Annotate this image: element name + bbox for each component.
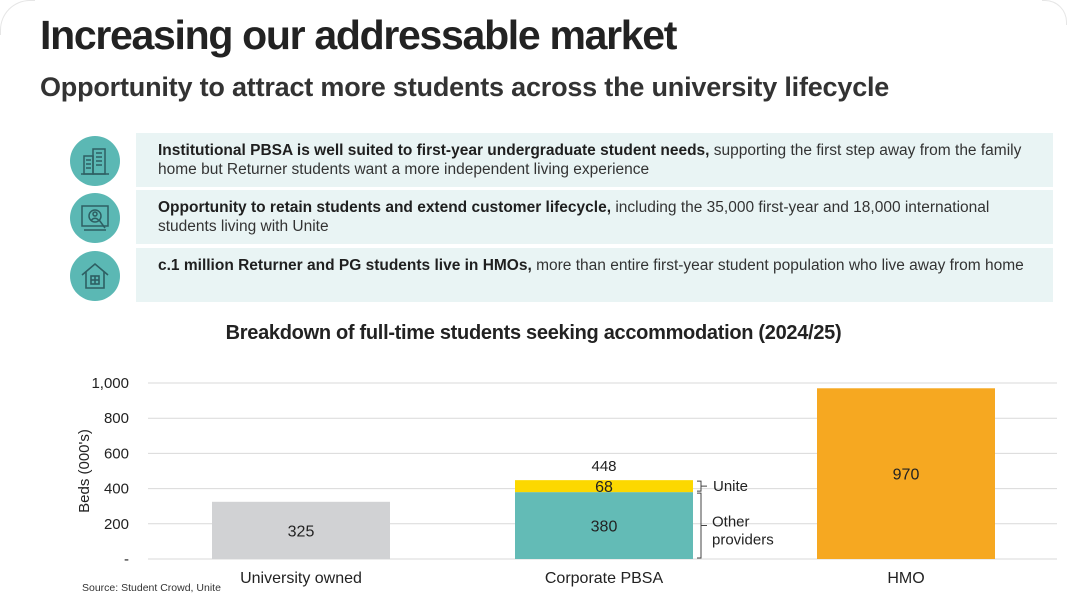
- key-point-2: Opportunity to retain students and exten…: [70, 190, 1055, 244]
- y-axis-label: Beds (000's): [76, 429, 93, 513]
- bar-segment: [515, 492, 693, 559]
- bar-value-label: 970: [893, 467, 920, 484]
- page-title: Increasing our addressable market: [40, 12, 677, 58]
- key-point-text: Opportunity to retain students and exten…: [136, 190, 1053, 244]
- key-point-bold: c.1 million Returner and PG students liv…: [158, 257, 532, 274]
- bar-value-label: 325: [288, 523, 315, 540]
- annotation-label: Other: [712, 514, 750, 531]
- bar-value-label: 380: [591, 519, 618, 536]
- key-point-3: c.1 million Returner and PG students liv…: [70, 248, 1055, 302]
- y-tick-label: 1,000: [91, 375, 129, 392]
- bar-value-label: 68: [595, 479, 613, 496]
- key-point-1: Institutional PBSA is well suited to fir…: [70, 133, 1055, 187]
- annotation-label: providers: [712, 532, 774, 549]
- page-subtitle: Opportunity to attract more students acr…: [40, 72, 890, 102]
- buildings-icon: [70, 136, 120, 186]
- annotation-bracket: [697, 480, 707, 492]
- magnifier-people-icon: [70, 193, 120, 243]
- y-tick-label: 800: [104, 410, 129, 427]
- house-icon: [70, 251, 120, 301]
- key-point-bold: Opportunity to retain students and exten…: [158, 199, 612, 216]
- bar-segment: [515, 480, 693, 493]
- y-tick-label: 400: [104, 481, 129, 498]
- x-category-label: Corporate PBSA: [545, 570, 664, 587]
- bar-total-label: 448: [591, 458, 616, 475]
- annotation-bracket: [697, 492, 707, 559]
- key-point-bold: Institutional PBSA is well suited to fir…: [158, 142, 710, 159]
- annotation-label: Unite: [713, 478, 748, 495]
- y-tick-label: 600: [104, 445, 129, 462]
- key-point-detail: supporting the first step away from the …: [158, 142, 1022, 178]
- x-category-label: HMO: [887, 570, 924, 587]
- source-note: Source: Student Crowd, Unite: [82, 582, 221, 594]
- key-point-text: Institutional PBSA is well suited to fir…: [136, 133, 1053, 187]
- key-point-text: c.1 million Returner and PG students liv…: [136, 248, 1053, 302]
- x-category-label: University owned: [240, 570, 362, 587]
- key-point-detail: more than entire first-year student popu…: [531, 257, 1024, 274]
- chart-title: Breakdown of full-time students seeking …: [225, 322, 842, 344]
- key-point-detail: including the 35,000 first-year and 18,0…: [158, 199, 990, 235]
- y-tick-label: -: [124, 551, 129, 568]
- bar-segment: [817, 388, 995, 559]
- bar-segment: [212, 501, 390, 559]
- y-tick-label: 200: [104, 516, 129, 533]
